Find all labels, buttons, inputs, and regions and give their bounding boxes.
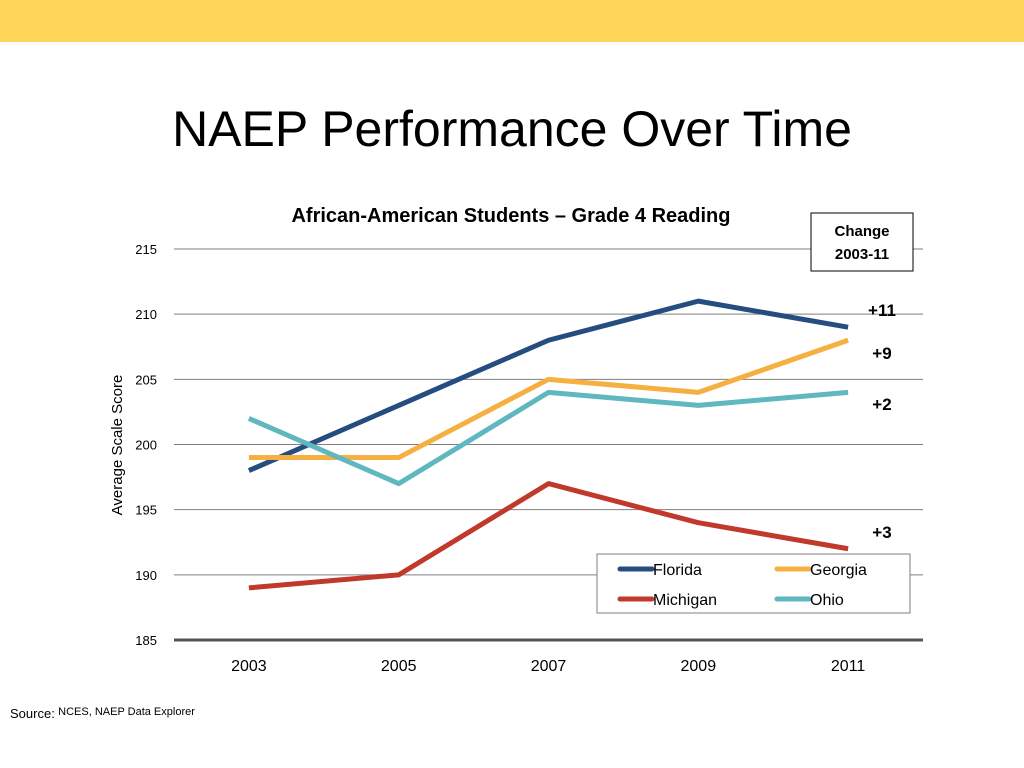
source-prefix: Source: [10,706,55,721]
y-tick-label: 200 [135,438,157,453]
legend-label-michigan: Michigan [653,592,717,609]
y-tick-label: 210 [135,307,157,322]
change-box: Change 2003-11 [810,212,914,272]
y-tick-label: 205 [135,372,157,387]
top-accent-band [0,0,1024,42]
change-box-line1: Change [834,223,889,240]
source-note: Source: NCES, NAEP Data Explorer [10,706,195,721]
legend: Florida Georgia Michigan Ohio [596,553,911,614]
y-tick-label: 185 [135,633,157,648]
series-line-georgia [248,337,849,461]
source-text: NCES, NAEP Data Explorer [58,706,195,718]
x-tick-label: 2003 [231,658,267,675]
change-label-ohio: +2 [872,395,891,414]
y-axis-ticks: 185 190 195 200 205 210 215 [135,242,157,648]
slide-title: NAEP Performance Over Time [172,101,852,157]
x-tick-label: 2005 [381,658,417,675]
x-tick-label: 2009 [681,658,717,675]
series-line-florida [247,298,849,473]
chart-title: African-American Students – Grade 4 Read… [291,205,730,227]
change-labels: +11 +9 +3 +2 [868,301,896,542]
x-tick-label: 2011 [831,658,866,675]
y-tick-label: 195 [135,503,157,518]
change-label-michigan: +3 [872,523,891,542]
legend-label-georgia: Georgia [810,562,867,579]
legend-label-ohio: Ohio [810,592,844,609]
y-axis-label: Average Scale Score [109,375,126,516]
series-line-michigan [248,481,849,591]
legend-label-florida: Florida [653,562,702,579]
x-axis-ticks: 2003 2005 2007 2009 2011 [231,658,865,675]
change-label-florida: +11 [868,301,896,320]
series-line-ohio [247,389,849,487]
change-label-georgia: +9 [872,344,891,363]
change-box-line2: 2003-11 [835,246,889,263]
series-lines [247,298,849,591]
y-tick-label: 190 [135,568,157,583]
y-tick-label: 215 [135,242,157,257]
gridlines [174,248,923,642]
x-tick-label: 2007 [531,658,567,675]
